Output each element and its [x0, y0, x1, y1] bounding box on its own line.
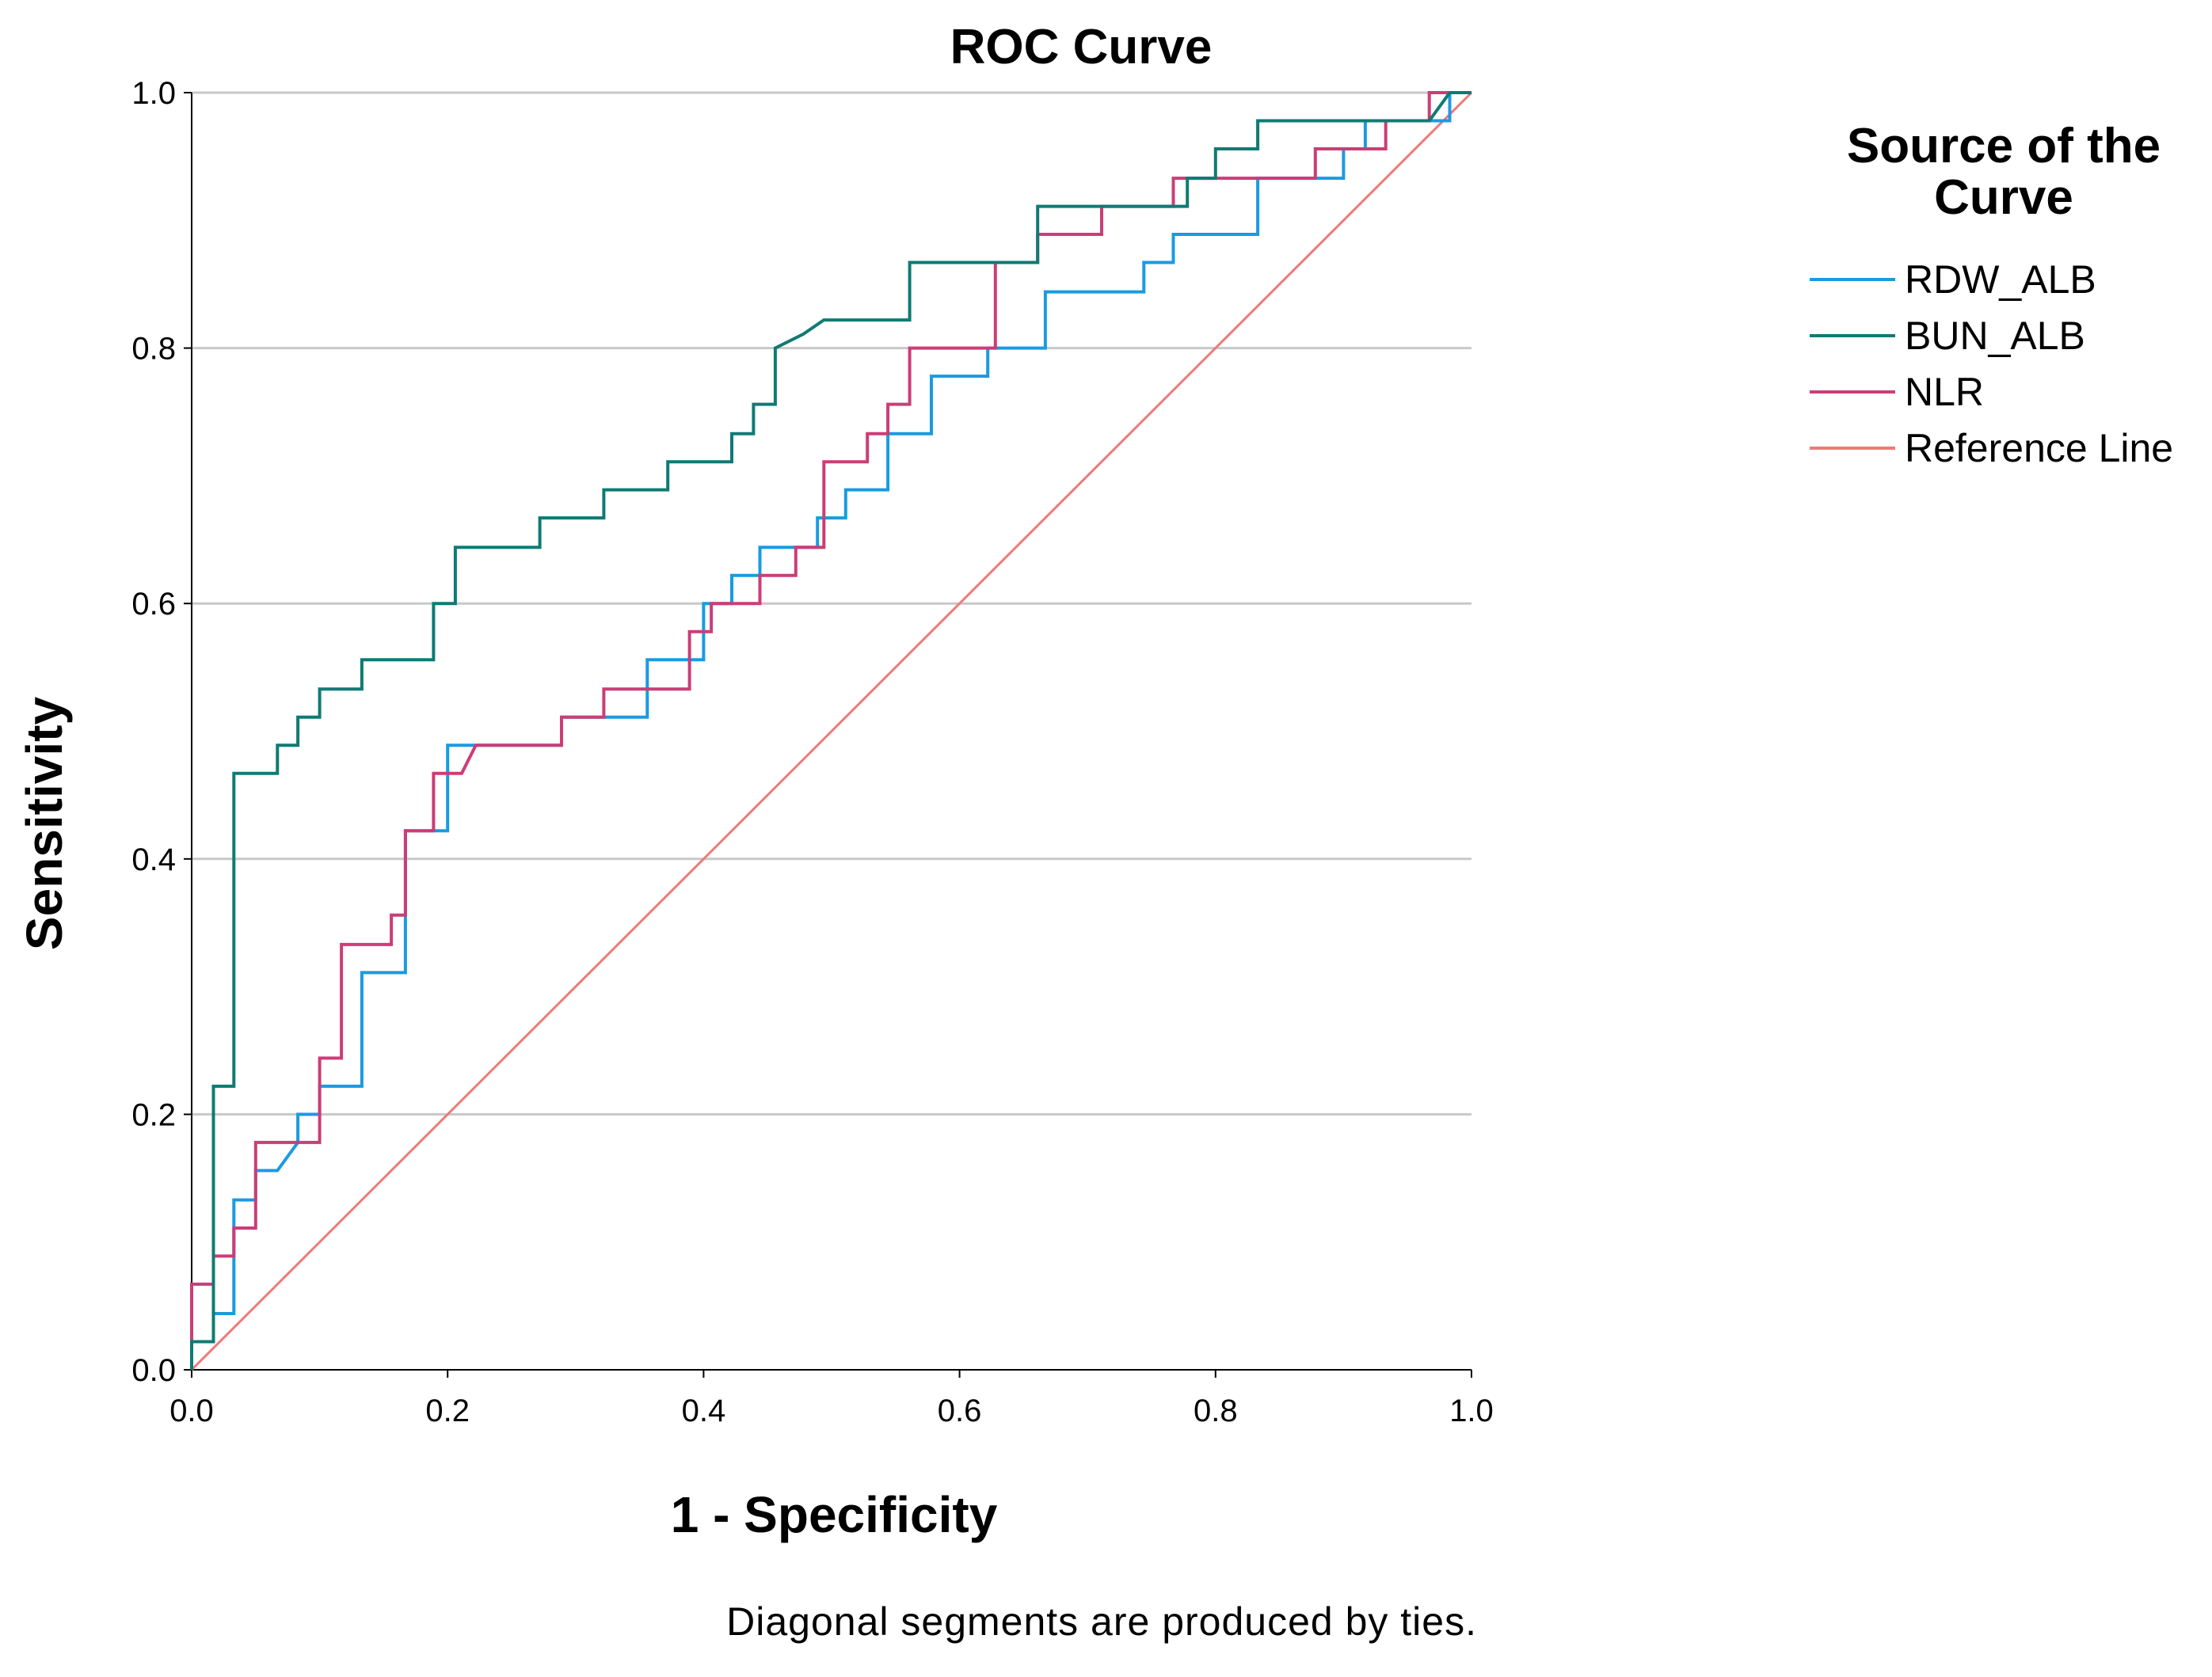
legend-items: RDW_ALB BUN_ALB NLR Reference Line — [1810, 257, 2173, 470]
x-axis-label: 1 - Specificity — [671, 1486, 998, 1543]
series-line-bun-alb — [190, 91, 1471, 1370]
legend-title-line-1: Source of the — [1847, 119, 2161, 173]
legend-label-bun-alb: BUN_ALB — [1905, 314, 2085, 358]
legend: Source of the Curve RDW_ALB BUN_ALB NLR Ref… — [1810, 119, 2173, 470]
y-tick-label-2: 0.4 — [131, 842, 176, 877]
y-tick-label-0: 0.0 — [131, 1353, 176, 1388]
y-tick-label-1: 0.2 — [131, 1097, 176, 1132]
y-axis-label: Sensitivity — [16, 697, 73, 951]
x-tick-label-1: 0.2 — [425, 1394, 470, 1428]
y-tick-label-4: 0.8 — [131, 332, 176, 367]
legend-label-nlr: NLR — [1905, 370, 1984, 414]
legend-title-line-2: Curve — [1934, 170, 2073, 225]
x-tick-label-5: 1.0 — [1449, 1394, 1494, 1428]
legend-label-rdw-alb: RDW_ALB — [1905, 257, 2096, 302]
x-tick-label-2: 0.4 — [682, 1394, 726, 1428]
series-lines — [190, 91, 1473, 1371]
x-tick-label-0: 0.0 — [169, 1394, 214, 1428]
axes: 0.0 0.2 0.4 0.6 0.8 1.0 0.0 0.2 0.4 0.6 0.8 1.0 — [131, 76, 1493, 1428]
footnote: Diagonal segments are produced by ties. — [726, 1599, 1477, 1644]
y-tick-label-3: 0.6 — [131, 587, 176, 622]
x-tick-label-3: 0.6 — [938, 1394, 982, 1428]
series-line-reference-line — [190, 91, 1473, 1371]
legend-label-reference-line: Reference Line — [1905, 426, 2173, 470]
y-tick-label-5: 1.0 — [131, 76, 176, 111]
x-tick-label-4: 0.8 — [1194, 1394, 1238, 1428]
chart-title: ROC Curve — [950, 20, 1213, 74]
